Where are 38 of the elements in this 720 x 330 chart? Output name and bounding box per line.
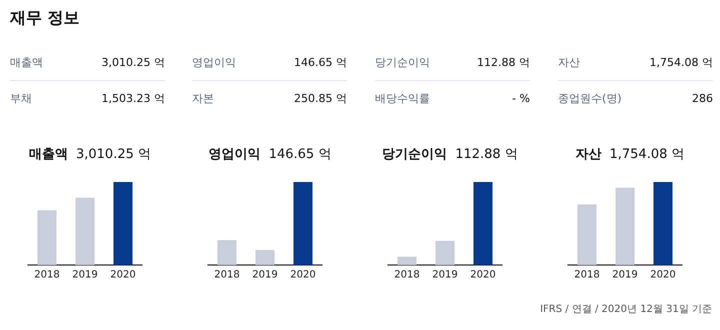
chart-title: 매출액 (28, 147, 68, 162)
text: 3,010.25 억 (102, 54, 165, 70)
text: 재무 정보 (10, 8, 80, 29)
text: 종업원수(명) (558, 90, 622, 106)
chart-subtitle: 3,010.25 억 (76, 147, 152, 162)
chart-subtitle: 1,754.08 억 (609, 147, 685, 162)
chart-subtitle: 146.65 억 (268, 147, 332, 162)
text: - % (512, 92, 530, 104)
text: 자산 (558, 54, 580, 70)
text: 배당수익률 (375, 90, 430, 106)
text: 250.85 억 (294, 90, 347, 106)
x-tick-label: 2019 (432, 270, 458, 281)
chart-subtitle: 112.88 억 (455, 147, 518, 162)
text: 자본 (192, 90, 214, 106)
text: 146.65 억 (294, 54, 347, 70)
x-tick-label: 2020 (650, 270, 676, 281)
x-tick-label: 2020 (470, 270, 496, 281)
text: 매출액 (10, 54, 43, 70)
x-tick-label: 2019 (252, 270, 278, 281)
x-tick-label: 2020 (290, 270, 316, 281)
text: 112.88 억 (477, 54, 530, 70)
chart-title: 영업이익 (208, 147, 261, 162)
x-tick-label: 2018 (394, 270, 420, 281)
text: 영업이익 (192, 54, 236, 70)
text: 286 (692, 92, 713, 104)
text: 당기순이익 (375, 54, 430, 70)
text: 부채 (10, 90, 32, 106)
x-tick-label: 2018 (214, 270, 240, 281)
x-tick-label: 2019 (72, 270, 98, 281)
x-tick-label: 2018 (34, 270, 60, 281)
text: IFRS / 연결 / 2020년 12월 31일 기준 (540, 303, 712, 316)
x-tick-label: 2020 (110, 270, 136, 281)
chart-title: 자산 (575, 147, 602, 162)
x-tick-label: 2018 (574, 270, 600, 281)
text: 1,503.23 억 (102, 90, 165, 106)
x-tick-label: 2019 (612, 270, 638, 281)
text: 1,754.08 억 (650, 54, 713, 70)
chart-title: 당기순이익 (382, 147, 448, 162)
